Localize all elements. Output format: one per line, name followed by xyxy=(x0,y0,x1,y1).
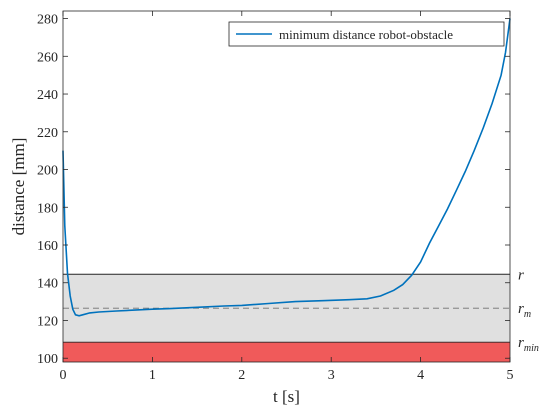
legend-box xyxy=(228,21,505,47)
y-axis-label: distance [mm] xyxy=(9,138,28,236)
y-tick-label: 160 xyxy=(37,239,58,254)
band-label-sub: m xyxy=(524,309,531,320)
bands-layer xyxy=(63,274,510,362)
y-tick-label: 100 xyxy=(37,352,58,367)
legend: minimum distance robot-obstacle xyxy=(228,21,505,47)
x-axis-label: t [s] xyxy=(273,387,300,406)
x-tick-label: 1 xyxy=(149,368,156,383)
ticks-layer: 0 1 2 3 4 5 100 120 140 160 180 200 220 240 260 280 xyxy=(37,11,514,383)
y-tick-label: 120 xyxy=(37,314,58,329)
x-tick-label: 3 xyxy=(328,368,335,383)
band-label-m: rm xyxy=(518,301,531,320)
plot-frame xyxy=(62,10,511,363)
y-tick-label: 140 xyxy=(37,277,58,292)
x-tick-label: 0 xyxy=(60,368,67,383)
y-tick-label: 280 xyxy=(37,13,58,28)
legend-entry: minimum distance robot-obstacle xyxy=(279,27,453,42)
minimum-band xyxy=(63,342,510,362)
x-tick-label: 4 xyxy=(417,368,424,383)
band-labels-layer: r rm rmin xyxy=(518,267,539,354)
series-line xyxy=(62,18,511,317)
y-tick-label: 240 xyxy=(37,88,58,103)
y-tick-label: 200 xyxy=(37,164,58,179)
x-tick-label: 5 xyxy=(507,368,514,383)
x-tick-label: 2 xyxy=(238,368,245,383)
band-label-r: r xyxy=(518,267,524,283)
y-tick-label: 220 xyxy=(37,126,58,141)
band-label-min: rmin xyxy=(518,335,539,354)
y-tick-label: 180 xyxy=(37,201,58,216)
reference-lines-layer xyxy=(63,273,510,343)
y-tick-label: 260 xyxy=(37,50,58,65)
band-label-sub: min xyxy=(524,343,539,354)
